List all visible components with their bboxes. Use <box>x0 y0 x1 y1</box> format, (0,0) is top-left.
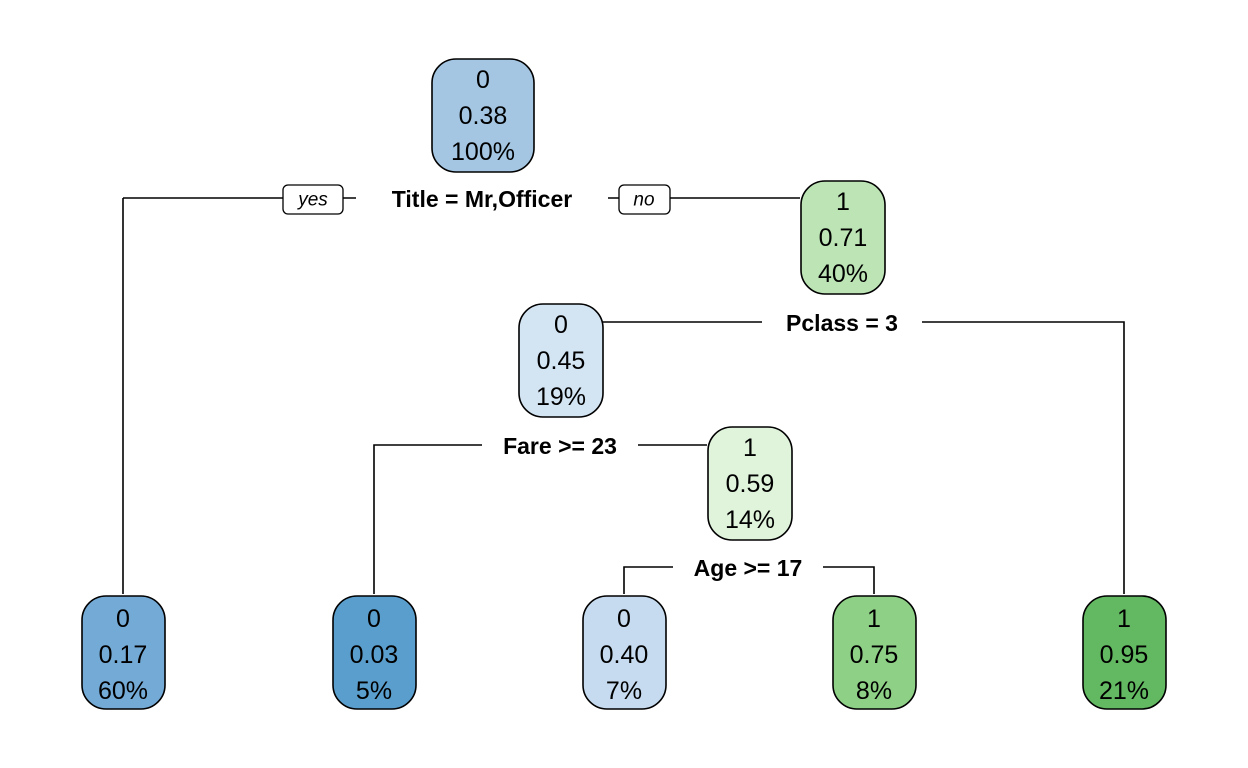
split-label-fare: Fare >= 23 <box>482 431 638 461</box>
node-class: 1 <box>867 605 881 633</box>
node-class: 0 <box>554 311 568 339</box>
split-label-fare-text: Fare >= 23 <box>503 433 617 459</box>
node-class: 1 <box>836 188 850 216</box>
tree-leaf-fare-yes: 0 0.03 5% <box>332 595 417 710</box>
tree-node-title-no: 1 0.71 40% <box>800 180 886 295</box>
node-class: 0 <box>476 66 490 94</box>
node-probability: 0.59 <box>726 470 775 498</box>
split-label-pclass: Pclass = 3 <box>762 308 922 338</box>
node-percentage: 8% <box>856 677 892 705</box>
node-percentage: 14% <box>725 506 775 534</box>
node-class: 0 <box>116 605 130 633</box>
split-label-title-text: Title = Mr,Officer <box>392 186 572 212</box>
tree-node-pclass-yes: 0 0.45 19% <box>518 303 604 418</box>
node-percentage: 5% <box>356 677 392 705</box>
tree-leaf-age-yes: 0 0.40 7% <box>582 595 667 710</box>
split-label-age: Age >= 17 <box>673 553 823 583</box>
node-probability: 0.45 <box>537 347 586 375</box>
node-percentage: 19% <box>536 383 586 411</box>
tree-node-fare-no: 1 0.59 14% <box>707 426 793 541</box>
node-probability: 0.17 <box>99 641 148 669</box>
node-class: 0 <box>617 605 631 633</box>
split-label-pclass-text: Pclass = 3 <box>786 310 898 336</box>
tree-leaf-age-no: 1 0.75 8% <box>832 595 917 710</box>
edge-fare-split <box>373 444 707 594</box>
node-probability: 0.95 <box>1100 641 1149 669</box>
node-percentage: 100% <box>451 138 515 166</box>
node-class: 1 <box>743 434 757 462</box>
split-label-title: Title = Mr,Officer <box>356 184 608 214</box>
node-probability: 0.40 <box>600 641 649 669</box>
node-percentage: 21% <box>1099 677 1149 705</box>
node-percentage: 40% <box>818 260 868 288</box>
node-probability: 0.71 <box>819 224 868 252</box>
tree-leaf-pclass-no: 1 0.95 21% <box>1082 595 1167 710</box>
branch-tag-no-text: no <box>633 190 654 211</box>
node-probability: 0.75 <box>850 641 899 669</box>
node-class: 1 <box>1117 605 1131 633</box>
tree-node-root: 0 0.38 100% <box>431 58 535 173</box>
node-percentage: 60% <box>98 677 148 705</box>
tree-leaf-title-yes: 0 0.17 60% <box>81 595 166 710</box>
node-percentage: 7% <box>606 677 642 705</box>
split-label-age-text: Age >= 17 <box>694 555 803 581</box>
node-probability: 0.03 <box>350 641 399 669</box>
branch-tag-no: no <box>618 184 671 215</box>
node-class: 0 <box>367 605 381 633</box>
branch-tag-yes-text: yes <box>296 190 328 211</box>
branch-tag-yes: yes <box>282 184 344 215</box>
node-probability: 0.38 <box>459 102 508 130</box>
tree-edges <box>122 197 1125 594</box>
